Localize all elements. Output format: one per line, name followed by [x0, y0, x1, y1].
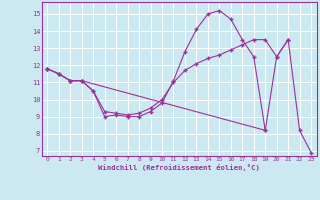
X-axis label: Windchill (Refroidissement éolien,°C): Windchill (Refroidissement éolien,°C)	[98, 164, 260, 171]
